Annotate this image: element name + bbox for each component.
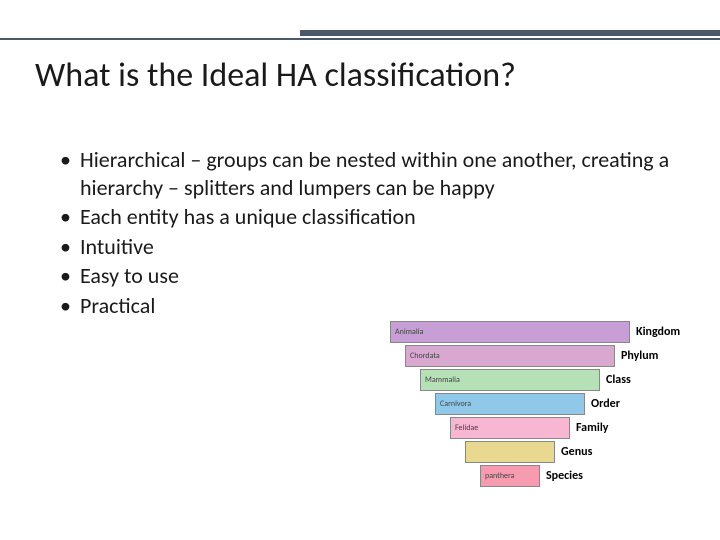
bullet-item: Hierarchical – groups can be nested with… <box>60 146 690 201</box>
header-accent <box>0 0 720 40</box>
taxon-row: panthera Species <box>390 464 690 488</box>
taxon-bar: Mammalia <box>420 369 600 391</box>
taxon-example-label: Mammalia <box>425 375 460 385</box>
taxon-rank-label: Genus <box>561 445 592 459</box>
taxon-row: Carnivora Order <box>390 392 690 416</box>
taxon-row: Mammalia Class <box>390 368 690 392</box>
taxon-bar <box>465 441 555 463</box>
bullet-item: Intuitive <box>60 233 690 261</box>
taxon-rank-label: Kingdom <box>636 325 680 339</box>
taxon-rank-label: Class <box>606 373 631 387</box>
accent-bar-thin <box>0 38 720 40</box>
bullet-list: Hierarchical – groups can be nested with… <box>60 146 690 319</box>
taxon-row: Chordata Phylum <box>390 344 690 368</box>
taxon-rank-label: Order <box>591 397 620 411</box>
taxon-rank-label: Species <box>546 469 583 483</box>
taxon-bar: Felidae <box>450 417 570 439</box>
taxon-bar: Chordata <box>405 345 615 367</box>
taxon-rank-label: Phylum <box>621 349 658 363</box>
taxon-example-label: Animalia <box>395 327 423 337</box>
bullet-item: Practical <box>60 292 690 320</box>
taxon-row: Felidae Family <box>390 416 690 440</box>
taxon-bar: Carnivora <box>435 393 585 415</box>
taxonomy-diagram: Animalia Kingdom Chordata Phylum Mammalia Cla… <box>390 320 690 488</box>
bullet-item: Easy to use <box>60 262 690 290</box>
taxon-bar: Animalia <box>390 321 630 343</box>
taxon-example-label: Felidae <box>455 423 478 433</box>
bullet-item: Each entity has a unique classification <box>60 203 690 231</box>
taxon-bar: panthera <box>480 465 540 487</box>
content-area: Hierarchical – groups can be nested with… <box>0 96 720 319</box>
taxon-rank-label: Family <box>576 421 608 435</box>
taxon-row: Genus <box>390 440 690 464</box>
taxon-example-label: panthera <box>485 471 514 481</box>
taxon-example-label: Carnivora <box>440 399 471 409</box>
taxon-example-label: Chordata <box>410 351 440 361</box>
taxon-row: Animalia Kingdom <box>390 320 690 344</box>
slide-title: What is the Ideal HA classification? <box>0 40 720 96</box>
accent-bar-thick <box>300 30 720 36</box>
